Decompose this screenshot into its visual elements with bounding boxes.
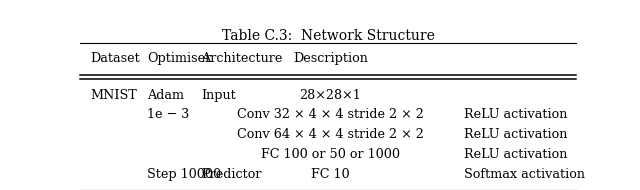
Text: ReLU activation: ReLU activation [465, 128, 568, 141]
Text: Dataset: Dataset [90, 52, 140, 65]
Text: 28×28×1: 28×28×1 [300, 89, 362, 102]
Text: 1e − 3: 1e − 3 [147, 108, 189, 121]
Text: Input: Input [202, 89, 236, 102]
Text: FC 10: FC 10 [311, 168, 350, 181]
Text: Architecture: Architecture [202, 52, 283, 65]
Text: Table C.3:  Network Structure: Table C.3: Network Structure [221, 29, 435, 43]
Text: Predictor: Predictor [202, 168, 262, 181]
Text: Conv 32 × 4 × 4 stride 2 × 2: Conv 32 × 4 × 4 stride 2 × 2 [237, 108, 424, 121]
Text: Optimiser: Optimiser [147, 52, 211, 65]
Text: Conv 64 × 4 × 4 stride 2 × 2: Conv 64 × 4 × 4 stride 2 × 2 [237, 128, 424, 141]
Text: FC 100 or 50 or 1000: FC 100 or 50 or 1000 [261, 148, 400, 161]
Text: Step 10000: Step 10000 [147, 168, 221, 181]
Text: MNIST: MNIST [90, 89, 137, 102]
Text: ReLU activation: ReLU activation [465, 148, 568, 161]
Text: Adam: Adam [147, 89, 184, 102]
Text: ReLU activation: ReLU activation [465, 108, 568, 121]
Text: Softmax activation: Softmax activation [465, 168, 586, 181]
Text: Description: Description [293, 52, 368, 65]
